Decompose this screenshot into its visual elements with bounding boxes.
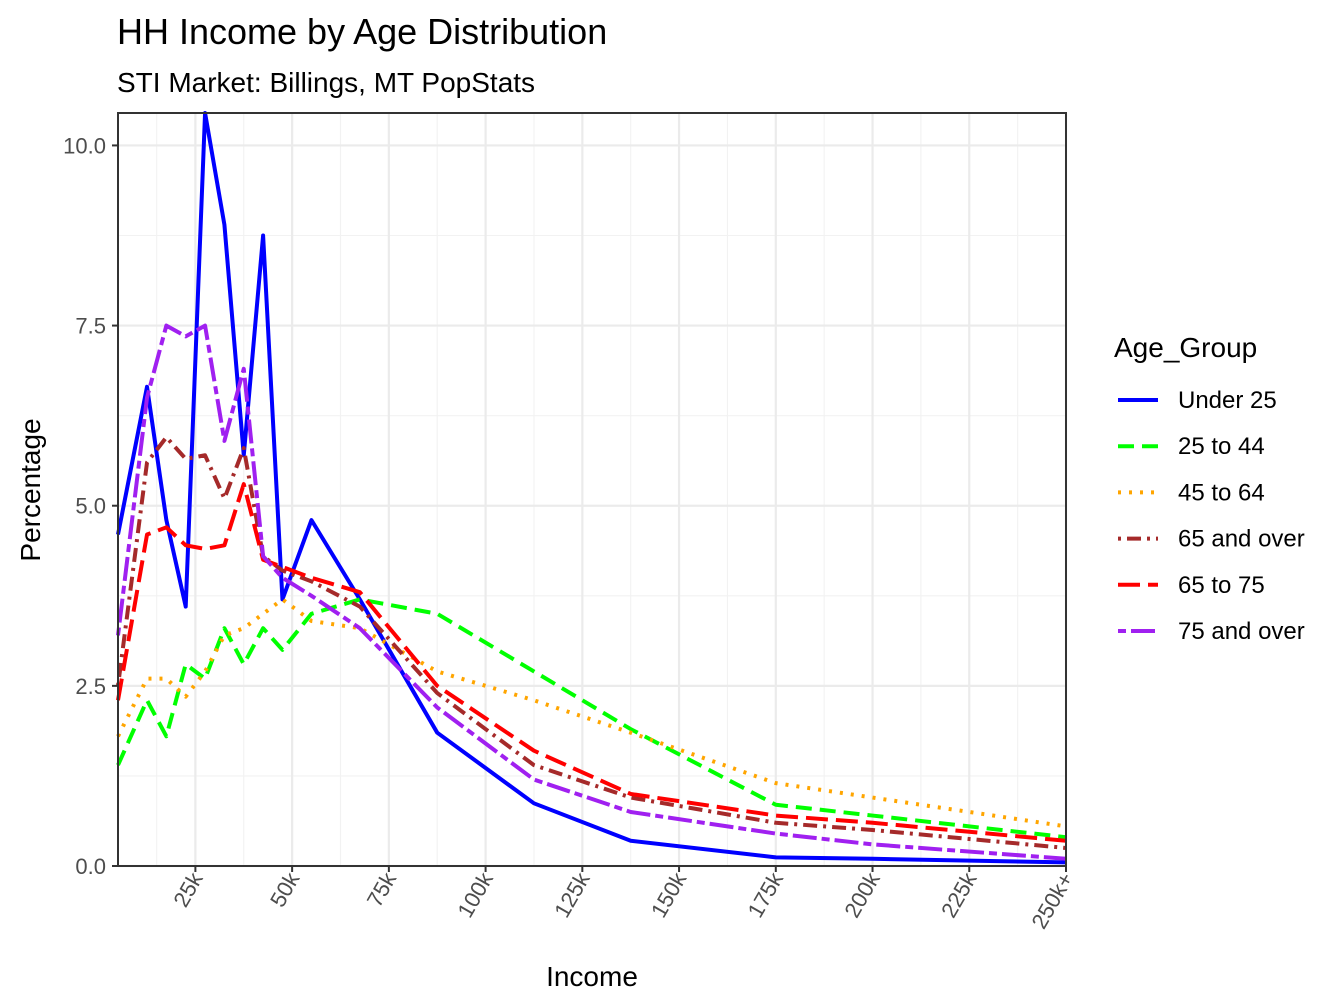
y-axis-title: Percentage xyxy=(15,418,46,561)
series-line-6 xyxy=(116,323,1067,861)
y-tick-label: 7.5 xyxy=(75,314,106,339)
panel-border xyxy=(117,112,1067,867)
x-tick-label: 75k xyxy=(362,867,402,911)
legend-label-3: 45 to 64 xyxy=(1178,479,1265,506)
series-line-3 xyxy=(116,597,1067,829)
panel-frame xyxy=(117,112,1067,867)
series-line-2 xyxy=(116,597,1067,840)
legend-items: Under 25 25 to 44 45 to 64 65 and over 65 to… xyxy=(1118,387,1305,645)
y-tick-label: 2.5 xyxy=(75,674,106,699)
x-tick-label: 150k xyxy=(646,867,692,922)
plot-panel xyxy=(118,113,1066,866)
y-tick-label: 0.0 xyxy=(75,854,106,879)
minor-gridlines xyxy=(118,113,1066,866)
chart-title: HH Income by Age Distribution xyxy=(117,11,607,52)
series-line-1 xyxy=(116,111,1067,865)
x-tick-label: 25k xyxy=(168,867,208,911)
x-tick-label: 100k xyxy=(452,867,498,922)
x-axis: 25k 50k 75k 100k 125k 150k 175k 200k 225k 250k+ xyxy=(168,866,1078,933)
x-tick-label: 225k xyxy=(936,867,982,922)
x-axis-title: Income xyxy=(546,961,638,992)
y-axis: 0.0 2.5 5.0 7.5 10.0 xyxy=(63,133,118,879)
legend-title: Age_Group xyxy=(1114,332,1257,363)
legend-label-4: 65 and over xyxy=(1178,526,1305,553)
x-tick-label: 200k xyxy=(839,867,885,922)
y-tick-label: 5.0 xyxy=(75,494,106,519)
legend-label-6: 75 and over xyxy=(1178,618,1305,645)
legend-label-5: 65 to 75 xyxy=(1178,572,1265,599)
series-line-5 xyxy=(116,482,1067,843)
legend: Age_Group Under 25 25 to 44 45 to 64 65 and… xyxy=(1114,332,1305,645)
x-tick-label: 50k xyxy=(265,867,305,911)
x-tick-label: 125k xyxy=(549,867,595,922)
series-line-4 xyxy=(116,435,1067,850)
series-lines xyxy=(116,111,1067,865)
x-tick-label: 250k+ xyxy=(1026,868,1078,933)
chart-subtitle: STI Market: Billings, MT PopStats xyxy=(117,67,535,98)
panel-background xyxy=(118,113,1066,866)
x-tick-label: 175k xyxy=(743,867,789,922)
y-tick-label: 10.0 xyxy=(63,133,106,158)
legend-label-1: Under 25 xyxy=(1178,387,1277,414)
legend-label-2: 25 to 44 xyxy=(1178,433,1265,460)
